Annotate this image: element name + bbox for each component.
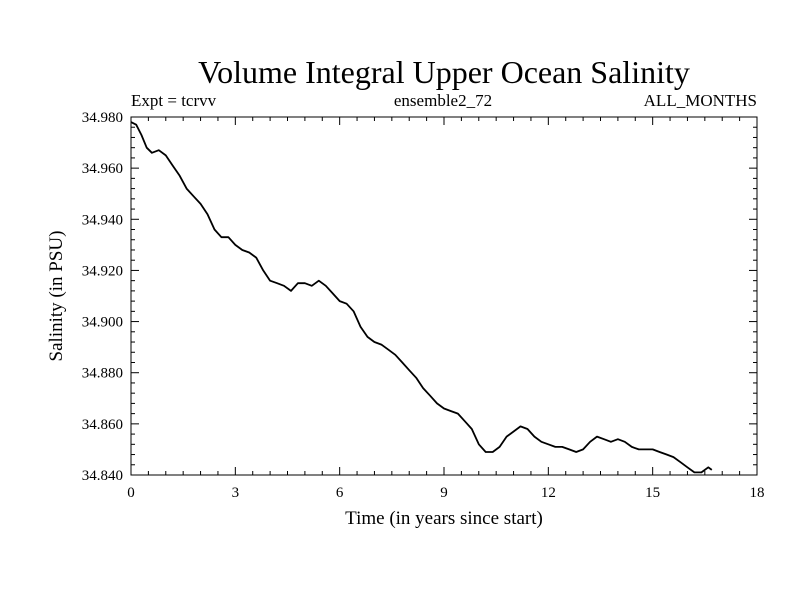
- x-tick-label: 15: [645, 485, 660, 501]
- plot-frame: [130, 116, 758, 476]
- axis-ticks: [130, 116, 758, 476]
- y-tick-label: 34.880: [82, 366, 123, 382]
- y-tick-label: 34.940: [82, 212, 123, 228]
- y-tick-label: 34.900: [82, 315, 123, 331]
- y-tick-labels: 34.840 34.860 34.880 34.900 34.920 34.940 34.9…: [82, 110, 123, 484]
- salinity-series-line: [130, 121, 713, 474]
- x-tick-label: 3: [232, 485, 240, 501]
- subtitle-ensemble: ensemble2_72: [394, 91, 492, 110]
- x-tick-labels: 0 3 6 9 12 15 18: [127, 485, 764, 501]
- x-tick-label: 0: [127, 485, 135, 501]
- chart-title: Volume Integral Upper Ocean Salinity: [198, 54, 690, 90]
- y-tick-label: 34.980: [82, 110, 123, 126]
- x-tick-label: 12: [541, 485, 556, 501]
- x-axis-label: Time (in years since start): [345, 508, 543, 529]
- y-axis-label: Salinity (in PSU): [46, 231, 67, 362]
- subtitle-experiment: Expt = tcrvv: [131, 91, 217, 110]
- y-tick-label: 34.960: [82, 161, 123, 177]
- x-tick-label: 9: [440, 485, 448, 501]
- y-tick-label: 34.920: [82, 263, 123, 279]
- y-tick-label: 34.860: [82, 417, 123, 433]
- y-tick-label: 34.840: [82, 468, 123, 484]
- x-tick-label: 18: [750, 485, 765, 501]
- x-tick-label: 6: [336, 485, 344, 501]
- subtitle-months: ALL_MONTHS: [644, 91, 757, 110]
